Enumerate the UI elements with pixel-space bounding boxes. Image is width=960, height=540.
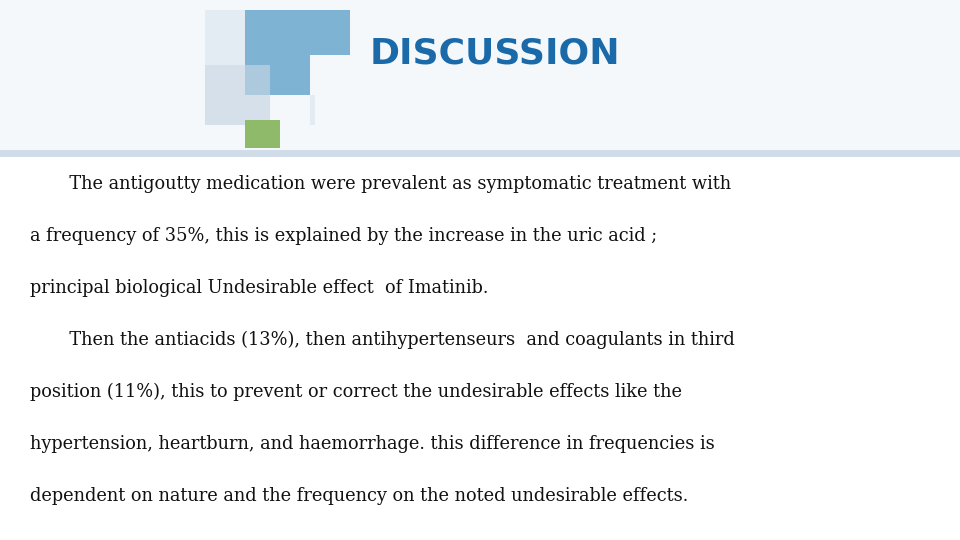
Bar: [245, 10, 350, 95]
Bar: [0, 150, 960, 157]
Bar: [205, 10, 315, 125]
Text: Then the antiacids (13%), then antihypertenseurs  and coagulants in third: Then the antiacids (13%), then antihyper…: [30, 331, 734, 349]
Bar: [310, 55, 350, 95]
Bar: [245, 120, 280, 148]
Text: principal biological Undesirable effect  of Imatinib.: principal biological Undesirable effect …: [30, 279, 489, 297]
Bar: [0, 0, 960, 150]
Bar: [205, 65, 270, 125]
Text: dependent on nature and the frequency on the noted undesirable effects.: dependent on nature and the frequency on…: [30, 487, 688, 505]
Text: The antigoutty medication were prevalent as symptomatic treatment with: The antigoutty medication were prevalent…: [30, 175, 732, 193]
Text: hypertension, heartburn, and haemorrhage. this difference in frequencies is: hypertension, heartburn, and haemorrhage…: [30, 435, 715, 453]
Text: a frequency of 35%, this is explained by the increase in the uric acid ;: a frequency of 35%, this is explained by…: [30, 227, 658, 245]
Text: DISCUSSION: DISCUSSION: [370, 36, 620, 70]
Bar: [270, 95, 310, 125]
Text: position (11%), this to prevent or correct the undesirable effects like the: position (11%), this to prevent or corre…: [30, 383, 682, 401]
